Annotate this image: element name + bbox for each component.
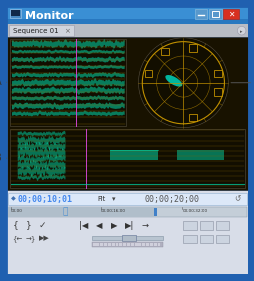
FancyBboxPatch shape: [7, 37, 247, 190]
FancyBboxPatch shape: [9, 25, 73, 36]
Text: A: A: [0, 77, 2, 87]
FancyBboxPatch shape: [153, 208, 156, 216]
FancyBboxPatch shape: [142, 243, 145, 246]
FancyBboxPatch shape: [153, 243, 156, 246]
Circle shape: [138, 38, 227, 128]
FancyBboxPatch shape: [134, 243, 137, 246]
FancyBboxPatch shape: [126, 243, 129, 246]
FancyBboxPatch shape: [91, 242, 163, 247]
FancyBboxPatch shape: [8, 207, 246, 217]
FancyBboxPatch shape: [7, 24, 247, 37]
FancyBboxPatch shape: [138, 243, 141, 246]
FancyBboxPatch shape: [107, 243, 110, 246]
FancyBboxPatch shape: [9, 39, 125, 126]
Ellipse shape: [165, 75, 182, 87]
FancyBboxPatch shape: [215, 221, 228, 230]
Text: B: B: [0, 153, 2, 163]
FancyBboxPatch shape: [111, 243, 114, 246]
FancyBboxPatch shape: [149, 243, 152, 246]
FancyBboxPatch shape: [7, 19, 247, 24]
FancyBboxPatch shape: [176, 149, 224, 160]
FancyBboxPatch shape: [122, 235, 135, 241]
FancyBboxPatch shape: [194, 9, 207, 19]
Text: ◀: ◀: [96, 221, 102, 230]
FancyBboxPatch shape: [208, 9, 221, 19]
FancyBboxPatch shape: [183, 235, 196, 243]
FancyBboxPatch shape: [9, 9, 21, 18]
Text: 00;00;32;00: 00;00;32;00: [182, 209, 207, 213]
FancyBboxPatch shape: [199, 221, 212, 230]
Text: Fit: Fit: [97, 196, 105, 202]
FancyBboxPatch shape: [115, 243, 118, 246]
FancyBboxPatch shape: [157, 243, 160, 246]
FancyBboxPatch shape: [10, 10, 20, 16]
Text: |◀: |◀: [79, 221, 88, 230]
FancyBboxPatch shape: [8, 192, 246, 205]
Text: ◆: ◆: [10, 197, 15, 202]
FancyBboxPatch shape: [130, 243, 133, 246]
Text: ⬥: ⬥: [62, 207, 67, 216]
FancyBboxPatch shape: [91, 236, 163, 240]
FancyBboxPatch shape: [7, 191, 247, 274]
FancyBboxPatch shape: [146, 243, 148, 246]
Text: 00;00;20;00: 00;00;20;00: [144, 195, 198, 204]
FancyBboxPatch shape: [104, 243, 106, 246]
FancyBboxPatch shape: [109, 149, 157, 160]
Text: ▶|: ▶|: [125, 221, 134, 230]
Text: {←: {←: [12, 235, 22, 242]
FancyBboxPatch shape: [8, 207, 155, 217]
Text: Sequence 01: Sequence 01: [13, 28, 59, 34]
Text: }: }: [26, 221, 31, 230]
Text: ▾: ▾: [112, 196, 115, 202]
FancyBboxPatch shape: [96, 243, 99, 246]
Text: ▶: ▶: [111, 221, 117, 230]
Text: {: {: [12, 221, 18, 230]
FancyBboxPatch shape: [123, 243, 125, 246]
Text: ▸: ▸: [240, 29, 242, 34]
Text: 00;00;16;00: 00;00;16;00: [101, 209, 126, 213]
Text: →}: →}: [25, 235, 36, 242]
Text: Monitor: Monitor: [25, 11, 73, 21]
Text: ✓: ✓: [38, 221, 45, 230]
Circle shape: [236, 26, 245, 35]
FancyBboxPatch shape: [199, 235, 212, 243]
Text: →: →: [141, 221, 148, 230]
FancyBboxPatch shape: [119, 243, 122, 246]
Text: ✕: ✕: [227, 10, 233, 19]
FancyBboxPatch shape: [100, 243, 103, 246]
FancyBboxPatch shape: [92, 243, 95, 246]
Text: 00;00;10;01: 00;00;10;01: [17, 195, 72, 204]
Text: ↺: ↺: [233, 195, 240, 204]
FancyBboxPatch shape: [7, 7, 247, 24]
FancyBboxPatch shape: [215, 235, 228, 243]
Text: ▶▶: ▶▶: [38, 235, 49, 241]
FancyBboxPatch shape: [183, 221, 196, 230]
FancyBboxPatch shape: [9, 129, 245, 188]
Text: ×: ×: [64, 28, 70, 34]
Text: 00;00: 00;00: [10, 209, 22, 213]
FancyBboxPatch shape: [223, 9, 238, 19]
